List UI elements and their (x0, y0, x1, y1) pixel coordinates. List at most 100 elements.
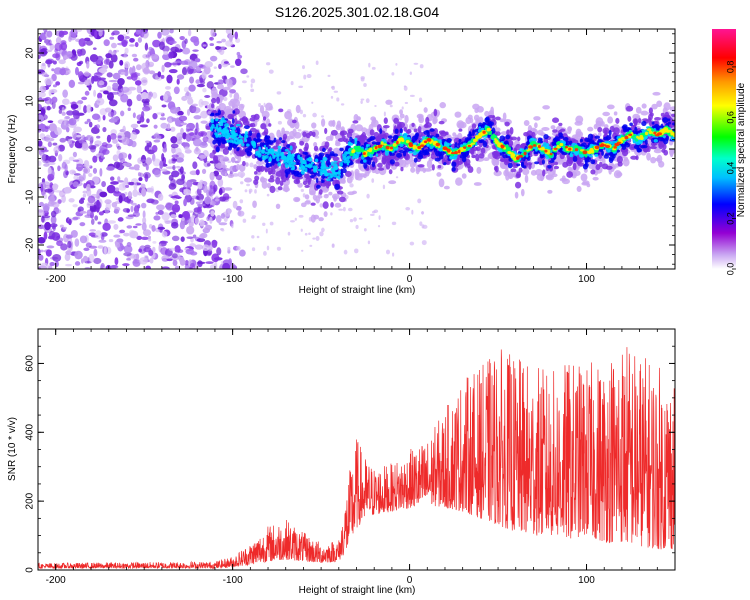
ridge-point (223, 105, 232, 115)
noise-point (389, 104, 393, 108)
ridge-point (516, 163, 521, 167)
noise-point (201, 244, 210, 251)
noise-point (409, 241, 415, 246)
noise-point (171, 154, 179, 158)
noise-point (91, 113, 101, 120)
noise-point (203, 226, 211, 233)
noise-point (170, 126, 176, 132)
ridge-point (267, 167, 274, 175)
ridge-point (629, 146, 636, 150)
noise-point (159, 117, 167, 121)
noise-point (189, 132, 195, 136)
ridge-point (444, 155, 449, 160)
ridge-point (241, 143, 245, 147)
ridge-point (546, 144, 549, 150)
noise-point (208, 244, 213, 252)
noise-point (45, 43, 53, 46)
noise-point (89, 211, 94, 219)
ridge-point (606, 104, 615, 110)
ridge-point (484, 117, 490, 123)
noise-point (148, 46, 153, 51)
noise-point (355, 224, 359, 229)
ridge-point (324, 141, 330, 148)
noise-point (208, 74, 214, 79)
noise-point (192, 49, 199, 52)
noise-point (164, 61, 172, 68)
ridge-point (502, 112, 507, 121)
noise-point (120, 71, 126, 75)
ridge-point (424, 122, 432, 128)
ridge-point (330, 202, 334, 208)
ridge-point (265, 146, 268, 151)
ridge-point (210, 97, 217, 104)
ridge-point (351, 138, 356, 144)
noise-point (168, 183, 177, 190)
ridge-point (382, 157, 387, 165)
ridge-point (255, 138, 263, 142)
noise-point (199, 233, 206, 239)
noise-point (160, 247, 168, 255)
noise-point (135, 253, 140, 260)
noise-point (202, 44, 207, 47)
noise-point (43, 194, 48, 200)
ridge-point (276, 129, 282, 138)
ridge-point (605, 165, 613, 170)
ridge-point (264, 169, 269, 173)
noise-point (58, 59, 66, 65)
ridge-point (233, 92, 240, 102)
noise-point (194, 244, 204, 250)
ridge-point (542, 169, 546, 177)
ridge-point (423, 168, 432, 172)
noise-point (55, 36, 62, 45)
noise-point (89, 185, 96, 189)
noise-point (67, 138, 73, 145)
noise-point (103, 90, 109, 95)
noise-point (56, 240, 63, 247)
noise-point (187, 97, 194, 105)
noise-point (256, 235, 260, 239)
noise-point (127, 214, 136, 217)
noise-point (141, 202, 147, 209)
ridge-point (416, 151, 419, 154)
noise-point (420, 211, 425, 215)
noise-point (98, 67, 108, 74)
ridge-point (507, 162, 513, 169)
noise-point (130, 131, 138, 140)
noise-point (44, 125, 50, 130)
noise-point (119, 59, 124, 66)
ridge-point (259, 142, 263, 147)
noise-point (83, 105, 88, 114)
noise-point (319, 203, 324, 208)
noise-point (77, 206, 84, 213)
noise-point (287, 231, 291, 236)
ridge-point (533, 116, 541, 121)
noise-point (74, 261, 81, 266)
noise-point (76, 102, 82, 111)
ridge-point (331, 119, 336, 128)
ridge-point (291, 169, 295, 175)
ridge-point (627, 115, 632, 122)
noise-point (150, 54, 159, 60)
noise-point (40, 249, 44, 253)
noise-point (62, 89, 68, 98)
noise-point (186, 109, 191, 116)
ridge-point (572, 156, 578, 162)
ridge-point (522, 168, 530, 176)
noise-point (41, 153, 49, 162)
noise-point (241, 80, 247, 84)
ridge-point (277, 162, 281, 167)
noise-point (221, 229, 225, 232)
ridge-point (327, 181, 332, 187)
ridge-point (371, 141, 377, 145)
noise-point (43, 231, 48, 240)
noise-point (157, 226, 166, 230)
ridge-point (323, 194, 329, 199)
noise-point (141, 62, 150, 72)
ridge-point (613, 170, 622, 179)
ridge-point (493, 166, 498, 172)
noise-point (108, 99, 118, 107)
ridge-point (289, 164, 295, 168)
ridge-point (331, 193, 340, 200)
noise-point (126, 76, 133, 80)
ridge-point (654, 125, 658, 129)
